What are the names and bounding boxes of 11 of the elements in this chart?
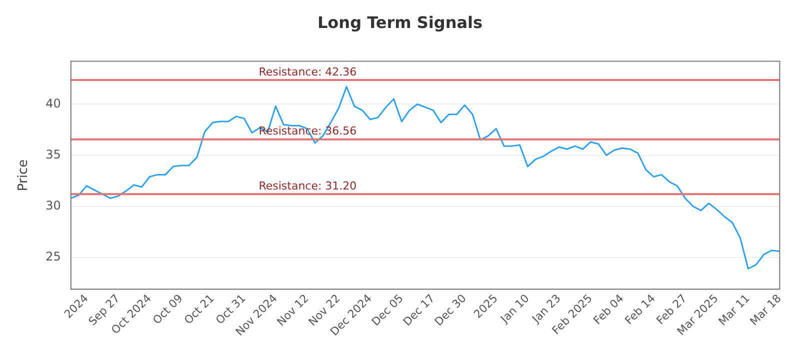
x-tick-label: Jan 10 xyxy=(498,292,532,326)
y-axis-title: Price xyxy=(16,159,32,192)
y-tick-label: 30 xyxy=(46,198,61,213)
y-tick-label: 25 xyxy=(46,250,61,264)
x-tick-label: Dec 30 xyxy=(432,292,469,328)
ref-line-label: Resistance: 31.20 xyxy=(258,179,357,192)
x-tick-label: Mar 18 xyxy=(748,292,784,328)
y-tick-label: 35 xyxy=(46,147,61,162)
chart-title: Long Term Signals xyxy=(317,12,483,32)
ref-line-label: Resistance: 42.36 xyxy=(258,65,357,78)
y-tick-label: 40 xyxy=(46,96,61,110)
